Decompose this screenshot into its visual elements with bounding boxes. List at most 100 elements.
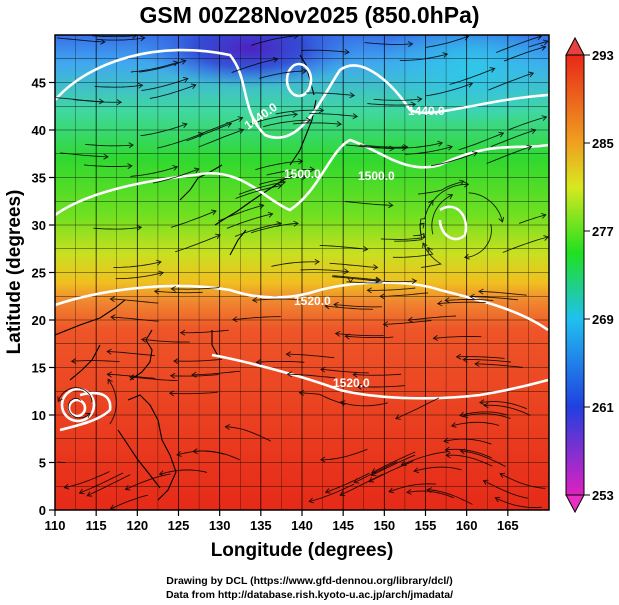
- streamline: [170, 210, 217, 228]
- streamline: [198, 129, 244, 148]
- streamline: [380, 292, 429, 297]
- cold-core: [140, 35, 360, 88]
- y-tick-label: 5: [39, 456, 46, 471]
- streamline: [463, 413, 511, 419]
- streamline-arrow: [158, 270, 165, 277]
- streamline-arrow: [432, 335, 439, 341]
- streamline-arrow: [308, 497, 315, 504]
- streamline: [427, 489, 473, 505]
- y-tick-label: 20: [32, 313, 46, 328]
- streamline: [373, 98, 422, 101]
- streamline-arrow: [436, 300, 443, 307]
- streamline-arrow: [276, 183, 283, 190]
- streamline: [259, 70, 307, 79]
- x-tick-label: 145: [332, 518, 354, 533]
- streamline-arrow: [63, 483, 70, 490]
- streamline: [154, 290, 203, 294]
- streamline: [392, 247, 434, 258]
- x-tick-label: 110: [45, 518, 66, 533]
- streamline: [231, 58, 278, 74]
- streamline: [345, 335, 394, 339]
- streamline: [413, 466, 462, 472]
- streamline: [252, 298, 301, 301]
- streamline-arrow: [407, 41, 414, 48]
- colorbar-tick-label: 261: [592, 400, 614, 415]
- streamline-arrow: [305, 117, 312, 124]
- colorbar-tick-label: 253: [592, 488, 614, 503]
- streamline-arrow: [106, 348, 112, 355]
- y-tick-label: 30: [32, 218, 46, 233]
- streamline-arrow: [173, 358, 179, 365]
- streamline-arrow: [498, 131, 505, 138]
- streamline-arrow: [400, 460, 407, 467]
- streamline: [344, 201, 393, 206]
- streamline: [329, 262, 378, 268]
- streamline: [250, 113, 298, 125]
- streamline: [130, 61, 178, 73]
- streamline: [60, 152, 109, 158]
- streamline: [300, 269, 349, 273]
- contour-label: 1500.0: [284, 167, 321, 181]
- streamline-arrow: [371, 468, 377, 474]
- streamline: [159, 469, 208, 475]
- y-tick-label: 15: [32, 361, 46, 376]
- cyan-region: [375, 35, 549, 125]
- streamline: [64, 471, 110, 489]
- streamline-arrow: [458, 179, 465, 186]
- streamline-arrow: [382, 321, 389, 328]
- streamline: [96, 37, 145, 41]
- streamline-arrow: [343, 268, 350, 275]
- streamline: [408, 315, 457, 321]
- streamline-arrow: [444, 446, 451, 453]
- x-tick-label: 165: [497, 518, 519, 533]
- streamline-arrow: [336, 120, 342, 127]
- streamline-arrow: [422, 242, 428, 249]
- streamline-arrow: [298, 389, 305, 396]
- streamline: [433, 335, 482, 339]
- streamline: [129, 376, 178, 382]
- streamline: [508, 116, 547, 131]
- streamline: [157, 132, 204, 149]
- streamline-arrow: [542, 39, 549, 46]
- streamline: [332, 275, 381, 281]
- streamline: [141, 78, 189, 91]
- x-tick-label: 130: [209, 518, 231, 533]
- streamline-arrow: [479, 399, 485, 406]
- streamline: [445, 299, 494, 301]
- streamline: [479, 401, 528, 410]
- streamline-arrow: [232, 316, 238, 323]
- streamline: [140, 123, 188, 137]
- streamline-arrow: [526, 144, 533, 151]
- streamline-arrow: [543, 235, 549, 241]
- x-tick-label: 120: [126, 518, 148, 533]
- streamline: [371, 454, 416, 476]
- streamline: [110, 494, 149, 510]
- streamline-arrow: [57, 396, 63, 403]
- streamline-arrow: [469, 293, 475, 300]
- streamline: [340, 401, 388, 407]
- x-tick-label: 115: [86, 518, 107, 533]
- streamline: [266, 168, 315, 176]
- streamline-arrow: [462, 356, 468, 363]
- streamline-arrow: [339, 490, 346, 497]
- y-axis: 0 5 10 15 20 25 30 35 40 45: [32, 76, 55, 518]
- y-tick-label: 25: [32, 266, 46, 281]
- streamline: [417, 180, 464, 195]
- x-axis-label: Longitude (degrees): [211, 540, 394, 561]
- x-tick-label: 135: [250, 518, 272, 533]
- streamline-arrow: [419, 222, 425, 229]
- streamline-arrow: [100, 38, 106, 45]
- streamline: [113, 261, 162, 268]
- contour-label: 1520.0: [294, 294, 331, 308]
- streamline-arrow: [540, 213, 547, 219]
- streamline-arrow: [103, 153, 109, 160]
- streamline-arrow: [237, 116, 244, 122]
- streamline-arrow: [443, 437, 449, 444]
- streamline-arrow: [211, 209, 217, 216]
- streamline: [421, 242, 442, 268]
- streamline: [353, 373, 402, 376]
- streamline-arrow: [109, 296, 116, 303]
- streamline-arrow: [467, 81, 474, 88]
- streamline-arrow: [140, 336, 147, 343]
- streamline-arrow: [127, 163, 133, 170]
